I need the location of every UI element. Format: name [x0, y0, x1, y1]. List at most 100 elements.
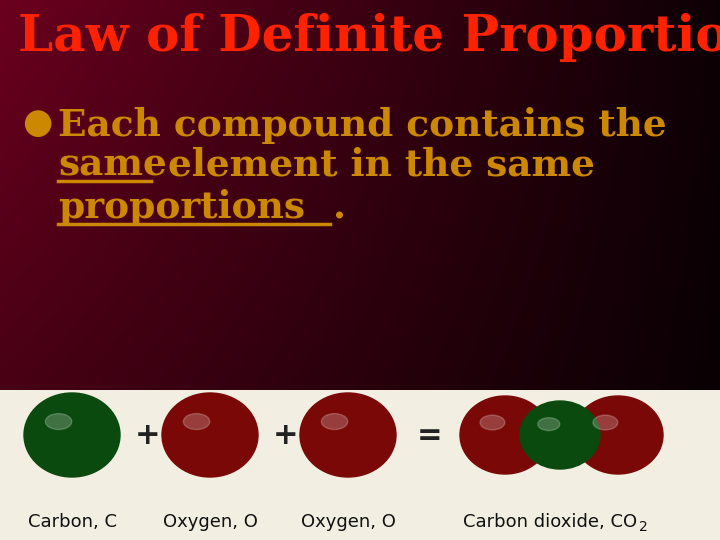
Text: .: . — [333, 190, 346, 226]
Ellipse shape — [177, 406, 239, 461]
Ellipse shape — [330, 419, 359, 444]
Ellipse shape — [28, 397, 114, 472]
Ellipse shape — [192, 419, 220, 444]
Ellipse shape — [184, 414, 210, 429]
Ellipse shape — [552, 428, 559, 435]
Ellipse shape — [164, 395, 256, 475]
Ellipse shape — [48, 413, 91, 451]
Ellipse shape — [62, 426, 71, 435]
Ellipse shape — [35, 402, 107, 465]
Ellipse shape — [466, 401, 542, 468]
Ellipse shape — [198, 424, 212, 437]
Ellipse shape — [470, 404, 537, 463]
Ellipse shape — [573, 396, 663, 474]
Ellipse shape — [162, 393, 258, 477]
Ellipse shape — [495, 427, 505, 435]
Ellipse shape — [300, 393, 396, 477]
Ellipse shape — [534, 413, 582, 454]
Ellipse shape — [202, 428, 207, 433]
Ellipse shape — [460, 396, 550, 474]
Text: Oxygen, O: Oxygen, O — [300, 513, 395, 531]
Ellipse shape — [194, 421, 217, 442]
Ellipse shape — [487, 420, 515, 443]
Ellipse shape — [603, 422, 625, 441]
Ellipse shape — [607, 425, 620, 437]
Ellipse shape — [60, 424, 74, 437]
Ellipse shape — [526, 406, 593, 463]
Ellipse shape — [597, 416, 633, 448]
Ellipse shape — [462, 398, 547, 472]
Text: proportions: proportions — [58, 190, 305, 226]
Ellipse shape — [179, 408, 236, 458]
Ellipse shape — [522, 402, 598, 467]
Ellipse shape — [200, 426, 210, 435]
Ellipse shape — [554, 429, 557, 433]
Ellipse shape — [321, 414, 348, 429]
Ellipse shape — [536, 415, 580, 452]
Text: =: = — [417, 421, 443, 449]
Ellipse shape — [51, 417, 85, 447]
Ellipse shape — [595, 415, 635, 450]
Ellipse shape — [478, 411, 527, 454]
Ellipse shape — [593, 413, 638, 452]
Ellipse shape — [332, 421, 356, 442]
Ellipse shape — [321, 411, 369, 454]
Ellipse shape — [43, 410, 96, 456]
Ellipse shape — [538, 417, 560, 430]
Ellipse shape — [55, 421, 80, 442]
Text: Each compound contains the: Each compound contains the — [58, 106, 667, 144]
Text: Carbon dioxide, CO: Carbon dioxide, CO — [463, 513, 637, 531]
Ellipse shape — [585, 406, 648, 461]
Ellipse shape — [26, 395, 117, 475]
Ellipse shape — [600, 420, 628, 443]
Ellipse shape — [181, 410, 234, 456]
Ellipse shape — [520, 401, 600, 469]
Ellipse shape — [523, 404, 595, 465]
Ellipse shape — [550, 427, 562, 437]
Ellipse shape — [480, 415, 505, 430]
Ellipse shape — [589, 410, 643, 456]
Text: ●: ● — [22, 106, 53, 140]
Ellipse shape — [39, 406, 102, 461]
Ellipse shape — [183, 411, 231, 454]
Ellipse shape — [528, 408, 589, 460]
Text: 2: 2 — [639, 520, 648, 534]
Ellipse shape — [45, 414, 72, 429]
Ellipse shape — [328, 417, 361, 447]
Ellipse shape — [575, 398, 660, 472]
Ellipse shape — [541, 419, 573, 446]
Ellipse shape — [64, 428, 69, 433]
Text: +: + — [135, 421, 161, 449]
Ellipse shape — [544, 422, 569, 442]
Ellipse shape — [474, 408, 532, 458]
Ellipse shape — [187, 415, 226, 449]
Ellipse shape — [587, 408, 645, 458]
Ellipse shape — [315, 406, 377, 461]
Ellipse shape — [484, 416, 520, 448]
Ellipse shape — [608, 427, 618, 435]
Ellipse shape — [24, 393, 120, 477]
Ellipse shape — [32, 400, 109, 468]
Ellipse shape — [37, 404, 104, 463]
Ellipse shape — [531, 410, 587, 457]
Ellipse shape — [189, 417, 223, 447]
Ellipse shape — [532, 411, 585, 456]
Ellipse shape — [486, 418, 517, 445]
Ellipse shape — [308, 400, 385, 468]
Bar — [0, 390, 720, 540]
Ellipse shape — [58, 423, 77, 440]
Ellipse shape — [494, 425, 507, 437]
Text: Carbon, C: Carbon, C — [27, 513, 117, 531]
Ellipse shape — [579, 401, 655, 468]
Ellipse shape — [41, 408, 99, 458]
Ellipse shape — [611, 429, 615, 433]
Ellipse shape — [168, 399, 250, 470]
Ellipse shape — [302, 395, 393, 475]
Ellipse shape — [498, 429, 502, 433]
Ellipse shape — [50, 415, 88, 449]
Ellipse shape — [312, 404, 380, 463]
Ellipse shape — [591, 411, 640, 454]
Ellipse shape — [30, 399, 112, 470]
Text: same: same — [58, 146, 167, 184]
Ellipse shape — [336, 424, 351, 437]
